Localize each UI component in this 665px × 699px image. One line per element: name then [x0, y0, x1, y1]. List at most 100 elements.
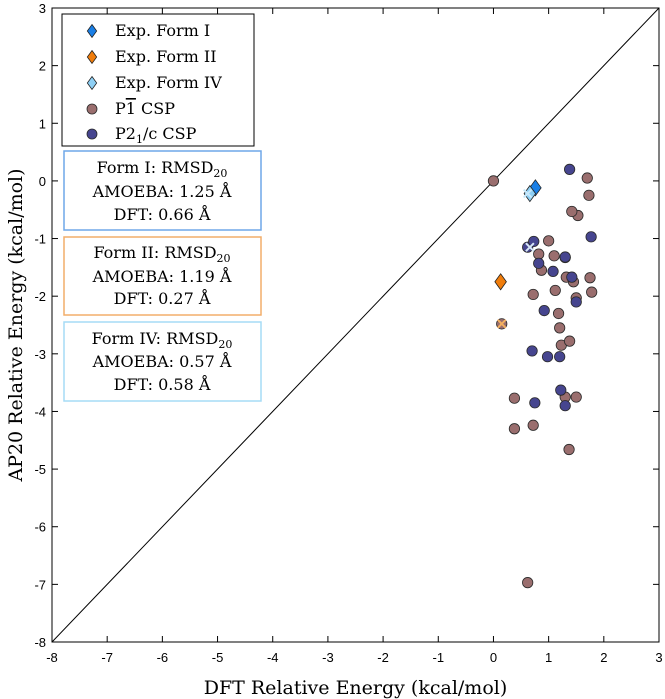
point-p-1-csp [549, 284, 561, 297]
y-tick-label: -1 [34, 232, 46, 247]
legend-label-p-1-csp: P1 CSP [115, 99, 175, 118]
point-p-1-csp [566, 205, 578, 218]
legend-label-exp-form-iv: Exp. Form IV [115, 73, 222, 92]
point-p2-1-c-csp [570, 296, 582, 308]
point-p-1-csp [552, 307, 565, 320]
annotation-form-i-title-sub: 20 [213, 167, 227, 180]
y-tick-label: -4 [34, 404, 46, 419]
point-p-1-csp [543, 235, 555, 247]
x-tick-label: -6 [157, 650, 169, 665]
annotation-form-ii-amoeba: AMOEBA: 1.19 Å [92, 266, 232, 286]
point-p2-1-c-csp [541, 351, 554, 363]
legend-label-exp-form-ii: Exp. Form II [115, 47, 217, 66]
reference-line-y-equals-x [51, 7, 660, 643]
point-p2-1-c-csp [566, 271, 578, 283]
point-p-1-csp [527, 419, 539, 431]
y-axis-ticks: -8 -7 -6 -5 -4 -3 -2 -1 0 1 2 3 [34, 1, 659, 650]
x-tick-label: -8 [46, 650, 58, 665]
legend-p-1-rest: CSP [136, 99, 175, 118]
annotation-form-i-amoeba: AMOEBA: 1.25 Å [92, 181, 232, 201]
legend-p-1-bar: 1 [126, 99, 136, 118]
x-tick-label: -7 [101, 650, 113, 665]
point-p-1-csp [508, 392, 521, 404]
point-p-1-csp [508, 423, 521, 435]
point-p2-1-c-csp [547, 265, 559, 277]
x-tick-label: -4 [267, 650, 279, 665]
point-p2-1-c-csp [555, 384, 567, 396]
annotation-form-ii-title-base: Form II: RMSD [93, 243, 216, 262]
point-p-1-csp [487, 175, 500, 187]
annotation-form-ii-dft: DFT: 0.27 Å [114, 288, 211, 308]
point-p-1-csp [554, 322, 566, 334]
annotation-form-i: Form I: RMSD20 AMOEBA: 1.25 Å DFT: 0.66 … [63, 150, 262, 231]
x-tick-label: 0 [490, 650, 497, 665]
annotation-form-iv-title-base: Form IV: RMSD [92, 329, 219, 348]
x-axis-label: DFT Relative Energy (kcal/mol) [204, 677, 508, 699]
legend-marker-circle [86, 103, 98, 115]
point-p-1-csp [583, 189, 595, 201]
annotation-form-iv-title: Form IV: RMSD20 [92, 329, 233, 351]
point-p-1-csp [527, 288, 539, 301]
legend-marker-diamond [86, 49, 98, 65]
point-p2-1-c-csp [528, 235, 540, 248]
legend-label-p21c-csp: P21/c CSP [115, 124, 197, 146]
y-tick-label: -3 [34, 347, 46, 362]
x-tick-label: -5 [212, 650, 224, 665]
point-p2-1-c-csp [559, 251, 571, 263]
y-tick-label: -8 [34, 635, 46, 650]
x-tick-label: 2 [600, 650, 607, 665]
cross-marker [522, 188, 533, 199]
annotation-form-ii: Form II: RMSD20 AMOEBA: 1.19 Å DFT: 0.27… [63, 236, 262, 316]
annotation-form-iv: Form IV: RMSD20 AMOEBA: 0.57 Å DFT: 0.58… [63, 321, 262, 402]
annotation-form-i-dft: DFT: 0.66 Å [114, 204, 211, 224]
legend-marker-diamond [86, 23, 98, 39]
point-p-1-csp [522, 577, 534, 589]
legend-label-exp-form-i: Exp. Form I [115, 21, 210, 40]
y-tick-label: 1 [39, 116, 46, 131]
y-tick-label: -2 [34, 289, 46, 304]
point-p2-1-c-csp [564, 163, 576, 175]
point-p2-1-c-csp [533, 257, 545, 269]
point-p-1-csp [548, 250, 560, 262]
y-tick-label: -6 [34, 520, 46, 535]
legend-marker-circle [86, 128, 98, 140]
cross-marker [497, 319, 507, 329]
legend-p21c-sub: 1 [136, 133, 143, 146]
annotation-box-form-iv [63, 321, 262, 402]
annotation-form-ii-title-sub: 20 [217, 252, 231, 265]
legend-markers [86, 23, 98, 140]
cross-marker [525, 242, 535, 252]
point-p-1-csp [584, 272, 596, 284]
annotation-box-form-ii [63, 236, 262, 316]
annotation-form-iv-amoeba: AMOEBA: 0.57 Å [92, 351, 232, 371]
data-points [487, 163, 598, 589]
point-p-1-csp [563, 443, 575, 456]
annotation-form-i-title: Form I: RMSD20 [97, 158, 228, 180]
y-tick-label: 0 [39, 174, 46, 189]
x-tick-label: 1 [545, 650, 552, 665]
legend-p21c-rest: /c CSP [143, 124, 197, 143]
x-tick-label: -1 [432, 650, 444, 665]
y-tick-label: 3 [39, 1, 46, 16]
annotation-form-i-title-base: Form I: RMSD [97, 158, 214, 177]
x-axis-ticks: -8 -7 -6 -5 -4 -3 -2 -1 0 1 2 3 [46, 8, 663, 665]
x-tick-label: 3 [655, 650, 662, 665]
legend-marker-diamond [86, 75, 98, 91]
y-tick-label: -7 [34, 577, 46, 592]
y-axis-label: AP20 Relative Energy (kcal/mol) [5, 168, 27, 482]
legend-p21c-base: P2 [115, 124, 136, 143]
point-exp-form-ii [494, 273, 507, 291]
annotation-form-ii-title: Form II: RMSD20 [93, 243, 230, 265]
y-tick-label: 2 [39, 59, 46, 74]
legend-p-1-base: P [115, 99, 126, 118]
point-p2-1-c-csp [554, 351, 566, 363]
point-p-1-csp [570, 391, 582, 403]
point-p2-1-c-csp [526, 345, 538, 357]
point-p2-1-c-csp [585, 231, 597, 243]
point-p-1-csp [586, 286, 598, 298]
point-p2-1-c-csp [538, 304, 550, 317]
point-p2-1-c-csp [559, 400, 571, 412]
x-tick-label: -2 [377, 650, 389, 665]
legend: Exp. Form I Exp. Form II Exp. Form IV P1… [61, 13, 255, 147]
